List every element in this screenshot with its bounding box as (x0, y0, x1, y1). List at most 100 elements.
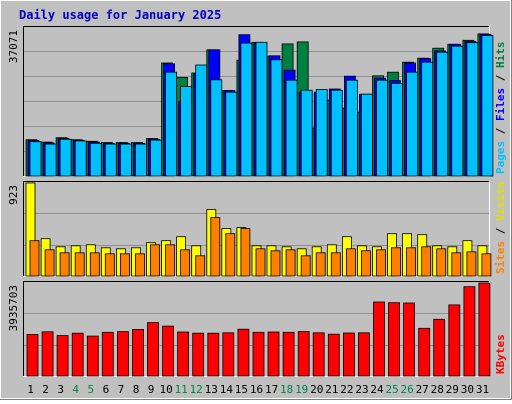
hits-files-pages-max-label: 37071 (7, 30, 20, 63)
x-tick-label-day-26: 26 (400, 383, 413, 396)
kbytes-bar-day-17 (267, 331, 280, 377)
pages-bar-day-13 (210, 79, 223, 177)
legend-separator: / (494, 221, 507, 241)
x-tick-label-day-21: 21 (325, 383, 338, 396)
sites-bar-day-10 (165, 244, 176, 277)
sites-bar-day-21 (330, 252, 341, 277)
kbytes-bar-day-16 (252, 331, 265, 377)
kbytes-bar-day-10 (162, 325, 175, 377)
sites-bar-day-26 (406, 247, 417, 277)
kbytes-bar-day-22 (342, 332, 355, 377)
x-tick-label-day-31: 31 (476, 383, 489, 396)
kbytes-bar-day-11 (177, 331, 190, 377)
x-tick-label-day-22: 22 (340, 383, 353, 396)
x-tick-label-day-4: 4 (72, 383, 79, 396)
kbytes-max-label: 3935703 (7, 285, 20, 331)
sites-bar-day-12 (195, 255, 206, 277)
legend-kbytes: KBytes (494, 334, 507, 374)
sites-bar-day-1 (29, 240, 40, 277)
x-tick-label-day-9: 9 (148, 383, 155, 396)
x-tick-label-day-16: 16 (250, 383, 263, 396)
x-tick-label-day-29: 29 (446, 383, 459, 396)
pages-bar-day-3 (59, 138, 72, 177)
sites-bar-day-31 (481, 253, 492, 277)
pages-bar-day-15 (240, 42, 253, 177)
pages-bar-day-14 (225, 91, 238, 177)
x-tick-label-day-3: 3 (57, 383, 64, 396)
pages-bar-day-28 (436, 51, 449, 177)
sites-bar-day-29 (451, 252, 462, 277)
x-tick-label-day-19: 19 (295, 383, 308, 396)
kbytes-bar-day-3 (56, 335, 69, 377)
pages-bar-day-5 (89, 142, 102, 177)
x-tick-label-day-8: 8 (133, 383, 140, 396)
kbytes-bar-day-30 (463, 286, 476, 377)
sites-visits-legend: Sites / Visits (494, 181, 507, 274)
sites-bar-day-14 (225, 233, 236, 277)
pages-bar-day-2 (44, 143, 57, 177)
x-tick-label-day-10: 10 (159, 383, 172, 396)
kbytes-bar-day-26 (403, 302, 416, 377)
kbytes-bar-day-5 (86, 335, 99, 377)
kbytes-bar-day-7 (117, 331, 129, 377)
kbytes-bar-day-6 (101, 331, 114, 377)
kbytes-bar-day-29 (448, 304, 461, 377)
legend-files: Files (494, 88, 507, 121)
x-tick-label-day-18: 18 (280, 383, 293, 396)
pages-bar-day-17 (270, 59, 283, 177)
sites-bar-day-11 (180, 249, 191, 277)
pages-bar-day-12 (195, 64, 208, 177)
sites-bar-day-5 (89, 252, 100, 277)
sites-bar-day-3 (59, 252, 70, 277)
x-tick-label-day-1: 1 (27, 383, 34, 396)
x-tick-label-day-14: 14 (220, 383, 234, 396)
sites-bar-day-25 (391, 247, 401, 277)
kbytes-bar-day-14 (222, 332, 235, 377)
kbytes-bar-day-4 (71, 332, 84, 377)
sites-bar-day-22 (345, 248, 356, 277)
x-tick-label-day-7: 7 (118, 383, 125, 396)
x-tick-label-day-24: 24 (370, 383, 384, 396)
kbytes-bar-day-25 (388, 302, 400, 377)
x-tick-label-day-5: 5 (87, 383, 94, 396)
sites-bar-day-9 (150, 244, 160, 277)
legend-sites: Sites (494, 241, 507, 274)
x-tick-label-day-17: 17 (265, 383, 278, 396)
pages-bar-day-18 (285, 79, 298, 177)
kbytes-legend: KBytes (494, 334, 507, 374)
x-tick-label-day-11: 11 (175, 383, 188, 396)
kbytes-bar-day-18 (282, 331, 295, 377)
pages-bar-day-26 (406, 71, 419, 177)
pages-bar-day-25 (391, 83, 403, 177)
x-tick-label-day-25: 25 (385, 383, 398, 396)
pages-bar-day-11 (180, 86, 193, 177)
pages-bar-day-30 (466, 42, 479, 177)
x-tick-label-day-20: 20 (310, 383, 323, 396)
sites-bar-day-18 (285, 249, 296, 277)
sites-bar-day-30 (466, 251, 477, 277)
pages-bar-day-29 (451, 45, 464, 177)
x-tick-label-day-12: 12 (190, 383, 203, 396)
kbytes-bar-day-27 (418, 327, 431, 377)
sites-bar-day-6 (104, 253, 115, 277)
sites-bar-day-13 (210, 217, 221, 277)
kbytes-bar-day-2 (41, 331, 54, 377)
pages-bar-day-20 (315, 89, 328, 177)
x-tick-label-day-23: 23 (355, 383, 368, 396)
x-tick-label-day-13: 13 (205, 383, 218, 396)
x-tick-label-day-30: 30 (461, 383, 474, 396)
sites-bar-day-20 (315, 252, 326, 277)
kbytes-bar-day-20 (312, 332, 325, 377)
sites-bar-day-19 (300, 255, 311, 277)
kbytes-bar-day-19 (297, 331, 310, 377)
kbytes-bar-day-21 (327, 333, 340, 377)
legend-separator: / (494, 68, 507, 88)
sites-bar-day-4 (74, 252, 85, 277)
x-tick-label-day-15: 15 (235, 383, 248, 396)
pages-bar-day-27 (421, 61, 434, 177)
x-tick-label-day-2: 2 (42, 383, 49, 396)
sites-bar-day-2 (44, 249, 55, 277)
kbytes-bar-day-12 (192, 332, 205, 377)
legend-hits: Hits (494, 42, 507, 69)
